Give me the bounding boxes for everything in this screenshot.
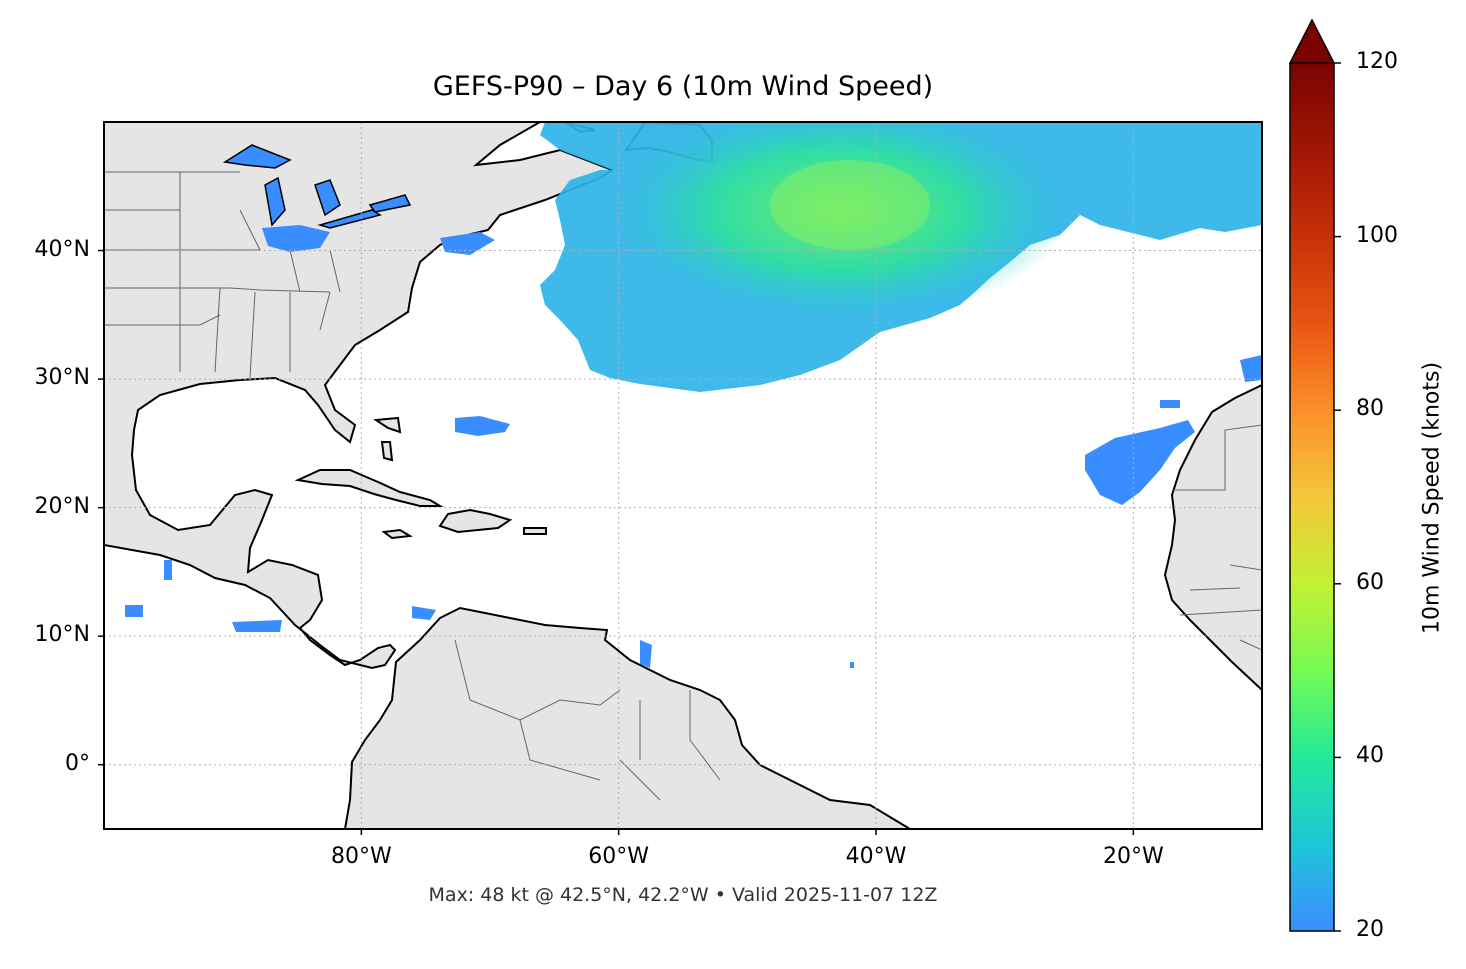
land-caribbean-islands: [294, 416, 547, 540]
wind-region-azores-east: [1240, 355, 1262, 382]
lat-tick-label: 20°N: [34, 493, 90, 519]
colorbar-tick-label: 100: [1356, 222, 1398, 248]
colorbar-extend-arrow: [1288, 18, 1336, 64]
wind-core-inner: [770, 160, 930, 250]
wind-region-windward: [640, 640, 652, 668]
wind-region-venezuela-coast: [412, 606, 436, 620]
wind-region-nova-scotia: [440, 232, 495, 255]
gridlines: [104, 122, 1262, 829]
wind-speed-field: [125, 122, 1262, 668]
colorbar-ticks: [1334, 62, 1341, 932]
colorbar-tick-label: 120: [1356, 49, 1398, 74]
colorbar-tick-label: 60: [1356, 569, 1384, 595]
map-title: GEFS-P90 – Day 6 (10m Wind Speed): [432, 71, 934, 102]
colorbar-title: 10m Wind Speed (knots): [1419, 361, 1445, 635]
lat-tick-label: 40°N: [34, 236, 90, 262]
wind-speck-3: [850, 662, 854, 668]
lat-tick-label: 30°N: [34, 365, 90, 391]
wind-region-bahamas: [455, 416, 510, 436]
colorbar-tick-label: 80: [1356, 396, 1384, 422]
wind-speck-1: [164, 560, 172, 580]
lon-tick-label: 60°W: [588, 844, 650, 869]
colorbar-tick-label: 20: [1356, 917, 1384, 942]
lon-tick-label: 40°W: [845, 844, 907, 869]
map-area: [104, 122, 1262, 829]
axis-ticks: [98, 249, 1135, 835]
colorbar-tick-label: 40: [1356, 743, 1384, 769]
land-africa: [1163, 383, 1262, 692]
great-lakes: [222, 144, 412, 229]
lat-tick-label: 0°: [65, 750, 90, 776]
lon-tick-label: 80°W: [330, 844, 392, 869]
wind-speck-4: [1160, 400, 1180, 408]
wind-core-max: [610, 122, 1070, 320]
lon-tick-label: 20°W: [1102, 844, 1164, 869]
wind-region-great-lakes: [262, 225, 330, 252]
map-frame: [103, 121, 1263, 830]
colorbar: [1288, 18, 1341, 932]
map-footer: Max: 48 kt @ 42.5°N, 42.2°W • Valid 2025…: [428, 884, 938, 906]
wind-speck-2: [125, 605, 143, 617]
state-borders: [104, 171, 1262, 801]
lat-tick-label: 10°N: [34, 622, 90, 648]
wind-region-gulf-honduras: [232, 620, 282, 632]
wind-region-canaries: [1085, 420, 1195, 505]
colorbar-gradient: [1289, 62, 1335, 932]
land-south-america: [343, 606, 912, 829]
